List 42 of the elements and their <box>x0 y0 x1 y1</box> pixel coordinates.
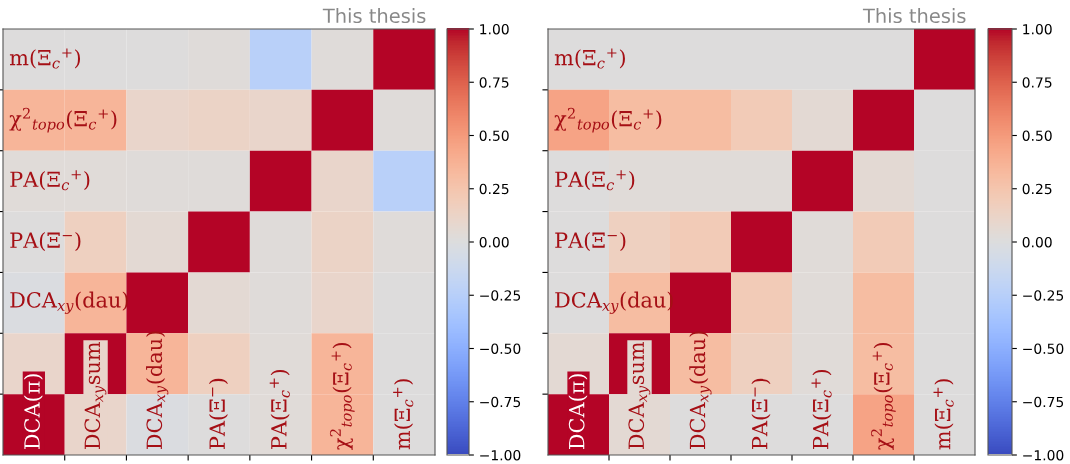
category-label: m(Ξ$_{c}$$^{+}$) <box>393 379 414 450</box>
color-bar-label: 0.50 <box>479 130 509 141</box>
color-bar-label: 0.25 <box>1022 183 1052 195</box>
color-bar-label: −0.75 <box>1023 396 1064 408</box>
category-label: DCA$_{xy}$(dau) <box>689 331 712 449</box>
category-label: PA(Ξ$^{−}$) <box>751 378 771 449</box>
color-bar-label: 0.75 <box>1022 77 1052 88</box>
color-bar-label: −0.50 <box>1023 343 1064 354</box>
category-label: m(Ξ$_{c}$$^{+}$) <box>9 48 81 69</box>
category-label: DCA(π) <box>568 374 588 449</box>
category-label: PA(Ξ$^{−}$) <box>555 231 626 251</box>
color-bar-label: −1.00 <box>480 449 521 461</box>
color-bar-label: 1.00 <box>1023 23 1052 35</box>
category-label: PA(Ξ$_{c}$$^{+}$) <box>269 369 290 449</box>
category-label: χ$^{2}$$_{topo}$(Ξ$_{c}$$^{+}$) <box>329 342 355 450</box>
color-bar-label: 0.25 <box>479 183 509 195</box>
category-label: PA(Ξ$_{c}$$^{+}$) <box>10 170 90 191</box>
category-label: χ$^{2}$$_{topo}$(Ξ$_{c}$$^{+}$) <box>9 107 117 133</box>
color-bar-label: 0.75 <box>479 77 509 88</box>
text: This thesis <box>322 8 426 24</box>
color-bar-label: 1.00 <box>480 23 509 35</box>
category-label: PA(Ξ$^{−}$) <box>208 378 228 449</box>
color-bar-label: 0.50 <box>1022 130 1052 141</box>
category-label: DCA$_{xy}$(dau) <box>146 331 169 449</box>
category-label: PA(Ξ$^{−}$) <box>10 231 81 251</box>
category-label: m(Ξ$_{c}$$^{+}$) <box>933 379 954 450</box>
color-bar-label: −1.00 <box>1023 449 1064 461</box>
color-bar-label: 0.00 <box>479 236 509 248</box>
category-label: PA(Ξ$_{c}$$^{+}$) <box>555 170 635 191</box>
category-label: DCA(π) <box>23 374 43 449</box>
category-label: m(Ξ$_{c}$$^{+}$) <box>554 48 625 69</box>
category-label: DCA$_{xy}$sum <box>628 341 651 449</box>
category-label: χ$^{2}$$_{topo}$(Ξ$_{c}$$^{+}$) <box>554 107 662 133</box>
color-bar-label: −0.75 <box>480 396 521 408</box>
category-label: DCA$_{xy}$sum <box>84 341 107 449</box>
category-label: χ$^{2}$$_{topo}$(Ξ$_{c}$$^{+}$) <box>871 342 896 450</box>
color-bar-label: −0.50 <box>480 343 521 354</box>
category-label: PA(Ξ$_{c}$$^{+}$) <box>811 369 832 449</box>
color-bar-label: −0.25 <box>480 290 521 301</box>
color-bar-label: −0.25 <box>1023 290 1064 301</box>
color-bar-label: 0.00 <box>1022 236 1052 248</box>
text: This thesis <box>862 8 966 24</box>
